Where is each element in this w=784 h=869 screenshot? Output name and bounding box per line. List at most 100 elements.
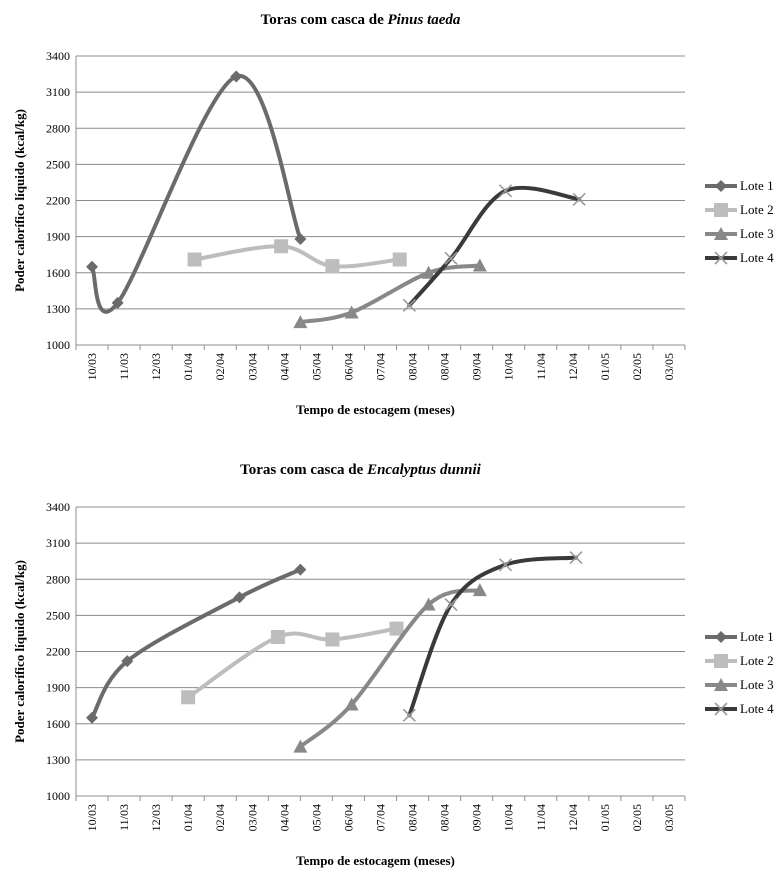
- legend: Lote 1 Lote 2 Lote 3 Lote 4: [705, 629, 774, 716]
- y-tick-2500: 2500: [46, 608, 70, 622]
- point-lote-1-2: [111, 296, 124, 309]
- series-lote-4: [402, 184, 586, 312]
- y-tick-1000: 1000: [46, 338, 70, 352]
- series-line-lote-1: [90, 74, 303, 314]
- y-tick-3100: 3100: [46, 536, 70, 550]
- series-line-lote-4: [407, 555, 579, 718]
- y-tick-1900: 1900: [46, 230, 70, 244]
- chart-title-prefix: Toras com casca de: [261, 12, 388, 28]
- x-tick-06-04: 06/04: [341, 804, 355, 831]
- y-tick-3400: 3400: [46, 49, 70, 63]
- y-tick-1600: 1600: [46, 266, 70, 280]
- y-axis-label: Poder calorífico líquido (kcal/kg): [12, 109, 27, 292]
- legend-marker-lote-3: [714, 678, 728, 691]
- x-tick-12-04: 12/04: [566, 804, 580, 831]
- point-lote-3-3: [421, 265, 436, 279]
- x-tick-03-04: 03/04: [245, 804, 259, 831]
- series-lote-1: [86, 70, 307, 314]
- point-lote-3-1: [293, 739, 308, 753]
- legend-label-lote-1: Lote 1: [740, 178, 774, 193]
- x-tick-07-04: 07/04: [374, 353, 388, 380]
- point-lote-1-3: [230, 70, 243, 83]
- point-lote-1-3: [233, 591, 246, 604]
- x-tick-12-03: 12/03: [149, 804, 163, 831]
- series-lote-1: [86, 563, 307, 724]
- chart-pinus-taeda: Toras com casca de Pinus taeda 1000 1300 16…: [12, 12, 774, 417]
- x-tick-08-04: 08/04: [438, 353, 452, 380]
- point-lote-4-1: [402, 708, 416, 722]
- legend-label-lote-3: Lote 3: [740, 677, 774, 692]
- point-lote-3-2: [344, 305, 359, 319]
- series-line-lote-1: [90, 567, 303, 720]
- x-tick-11-04: 11/04: [534, 804, 548, 831]
- x-tick-08-04: 08/04: [406, 353, 420, 380]
- chart-title-species: Pinus taeda: [388, 12, 461, 28]
- point-lote-4-1: [402, 298, 416, 312]
- x-tick-10-04: 10/04: [502, 353, 516, 380]
- legend-label-lote-2: Lote 2: [740, 202, 774, 217]
- y-tick-1900: 1900: [46, 681, 70, 695]
- point-lote-2-4: [392, 252, 407, 267]
- point-lote-3-2: [344, 697, 359, 711]
- x-tick-01-05: 01/05: [598, 804, 612, 831]
- series-line-lote-2: [192, 244, 402, 269]
- point-lote-1-1: [86, 260, 99, 273]
- y-tick-2800: 2800: [46, 572, 70, 586]
- point-lote-2-1: [187, 252, 202, 267]
- x-tick-02-05: 02/05: [630, 353, 644, 380]
- point-lote-3-3: [421, 597, 436, 611]
- y-tick-3100: 3100: [46, 85, 70, 99]
- point-lote-2-4: [389, 621, 404, 636]
- point-lote-1-4: [294, 233, 307, 246]
- series-lote-2: [181, 621, 404, 705]
- x-tick-12-03: 12/03: [149, 353, 163, 380]
- point-lote-4-2: [444, 251, 458, 265]
- x-tick-12-04: 12/04: [566, 353, 580, 380]
- y-tick-1300: 1300: [46, 753, 70, 767]
- y-tick-2200: 2200: [46, 194, 70, 208]
- chart-title-prefix: Toras com casca de: [240, 462, 367, 478]
- point-lote-4-3: [498, 184, 513, 198]
- y-tick-1000: 1000: [46, 789, 70, 803]
- point-lote-3-4: [472, 583, 487, 597]
- x-tick-11-03: 11/03: [117, 804, 131, 831]
- x-axis-label: Tempo de estocagem (meses): [296, 853, 455, 868]
- y-axis-label: Poder calorífico líquido (kcal/kg): [12, 560, 27, 743]
- chart-title-species: Encalyptus dunnii: [366, 462, 482, 478]
- x-tick-10-03: 10/03: [85, 804, 99, 831]
- point-lote-1-4: [294, 563, 307, 576]
- legend: Lote 1 Lote 2 Lote 3 Lote 4: [705, 178, 774, 265]
- x-tick-07-04: 07/04: [374, 804, 388, 831]
- legend-marker-lote-2: [714, 654, 728, 668]
- x-tick-02-04: 02/04: [213, 804, 227, 831]
- x-tick-04-04: 04/04: [277, 804, 291, 831]
- y-tick-3400: 3400: [46, 500, 70, 514]
- point-lote-1-2: [121, 655, 134, 668]
- x-axis-label: Tempo de estocagem (meses): [296, 402, 455, 417]
- legend-marker-lote-2: [714, 203, 728, 217]
- y-tick-2500: 2500: [46, 157, 70, 171]
- point-lote-4-3: [498, 558, 513, 572]
- x-tick-02-04: 02/04: [213, 353, 227, 380]
- x-tick-08-04: 08/04: [438, 804, 452, 831]
- y-tick-1600: 1600: [46, 717, 70, 731]
- legend-label-lote-1: Lote 1: [740, 629, 774, 644]
- x-tick-03-04: 03/04: [245, 353, 259, 380]
- y-tick-2200: 2200: [46, 645, 70, 659]
- y-tick-2800: 2800: [46, 121, 70, 135]
- series-line-lote-2: [186, 626, 399, 700]
- x-tick-01-05: 01/05: [598, 353, 612, 380]
- x-tick-02-05: 02/05: [630, 804, 644, 831]
- legend-marker-lote-3: [714, 227, 728, 240]
- x-tick-01-04: 01/04: [181, 353, 195, 380]
- series-lote-3: [293, 583, 487, 753]
- point-lote-2-3: [325, 632, 340, 647]
- legend-marker-lote-1: [715, 180, 727, 192]
- point-lote-2-2: [270, 630, 285, 645]
- x-tick-08-04: 08/04: [406, 804, 420, 831]
- series-lote-3: [293, 258, 487, 329]
- chart-title: Toras com casca de Encalyptus dunnii: [240, 462, 482, 478]
- x-tick-05-04: 05/04: [309, 804, 323, 831]
- x-tick-10-03: 10/03: [85, 353, 99, 380]
